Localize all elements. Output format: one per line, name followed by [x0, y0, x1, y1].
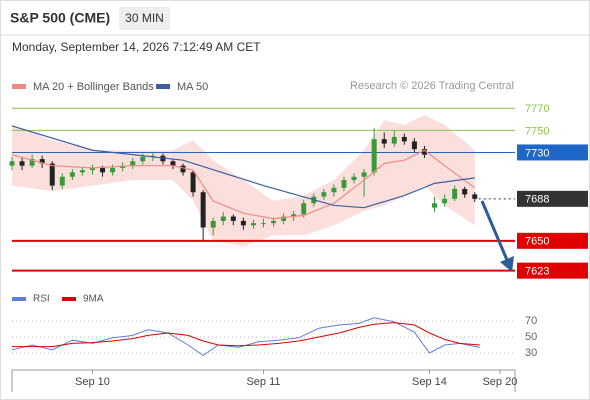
candle-body	[321, 192, 327, 197]
candle-body	[69, 172, 75, 177]
legend-label: MA 20 + Bollinger Bands	[33, 81, 154, 93]
level-label: 7770	[525, 103, 549, 115]
credit: Research © 2026 Trading Central	[350, 80, 514, 92]
datetime: Monday, September 14, 2026 7:12:49 AM CE…	[12, 40, 261, 54]
candle-body	[452, 188, 458, 199]
candle-body	[180, 165, 186, 173]
candle-body	[371, 139, 377, 173]
y-tick-label: 50	[525, 331, 537, 343]
candle-body	[462, 188, 468, 195]
candle-body	[381, 139, 387, 144]
candle-body	[261, 223, 266, 225]
level-box	[517, 262, 588, 279]
candle-body	[9, 161, 15, 166]
candle-body	[442, 198, 448, 204]
legend-swatch	[12, 84, 26, 89]
x-tick-label: Sep 10	[75, 376, 110, 388]
rsi-line	[12, 322, 480, 348]
x-tick-label: Sep 14	[412, 376, 447, 388]
candle-body	[341, 180, 347, 188]
candle-body	[59, 176, 65, 186]
candle-body	[230, 216, 236, 221]
candle-body	[89, 167, 95, 171]
forecast-arrow	[480, 200, 514, 272]
x-tick-label: Sep 11	[246, 376, 280, 388]
candle-body	[49, 163, 55, 186]
timeframe: 30 MIN	[125, 11, 164, 25]
candle-body	[250, 223, 256, 226]
level-box	[517, 190, 588, 207]
y-tick-label: 70	[525, 315, 537, 327]
candle-body	[391, 136, 397, 144]
candle-body	[301, 203, 307, 215]
candle-body	[130, 161, 136, 166]
candle-body	[220, 216, 226, 221]
candle-body	[170, 161, 176, 166]
candle-body	[351, 176, 357, 181]
ma-line	[11, 149, 476, 220]
title: S&P 500 (CME)	[10, 10, 110, 26]
candle-body	[200, 192, 206, 228]
level-label: 7623	[525, 266, 549, 278]
candle-body	[271, 220, 277, 224]
arrow-shaft	[480, 200, 509, 261]
level-box	[517, 232, 588, 249]
timeframe-box	[119, 7, 170, 30]
level-box	[517, 144, 588, 161]
legend-swatch	[12, 297, 26, 301]
legend-swatch	[62, 297, 76, 301]
legend-label: 9MA	[83, 294, 104, 305]
candle-body	[281, 216, 287, 221]
legend-swatch	[156, 84, 170, 89]
bollinger-band	[12, 114, 475, 247]
x-tick-label: Sep 20	[482, 376, 517, 388]
ma-line	[11, 125, 475, 209]
candle-body	[29, 159, 35, 166]
candle-body	[411, 141, 417, 150]
candle-body	[361, 172, 367, 177]
level-label: 7750	[525, 125, 549, 137]
candle-body	[421, 149, 427, 155]
level-label: 7688	[525, 194, 549, 206]
candle-body	[210, 220, 216, 228]
y-tick-label: 30	[525, 347, 537, 359]
candle-body	[140, 156, 146, 162]
candle-body	[240, 220, 246, 226]
candle-body	[472, 194, 478, 199]
level-label: 7650	[525, 236, 549, 248]
candle-body	[79, 170, 85, 173]
candle-body	[432, 203, 438, 208]
candle-body	[39, 159, 45, 164]
arrow-head	[500, 256, 514, 272]
legend-label: RSI	[33, 294, 50, 305]
level-label: 7730	[525, 147, 549, 159]
candle-body	[110, 167, 116, 173]
candle-body	[291, 214, 297, 217]
candle-body	[401, 136, 407, 142]
legend-label: MA 50	[177, 81, 208, 93]
candle-body	[19, 161, 25, 166]
candle-body	[100, 167, 106, 173]
candle-body	[331, 187, 337, 193]
candle-body	[190, 172, 196, 193]
